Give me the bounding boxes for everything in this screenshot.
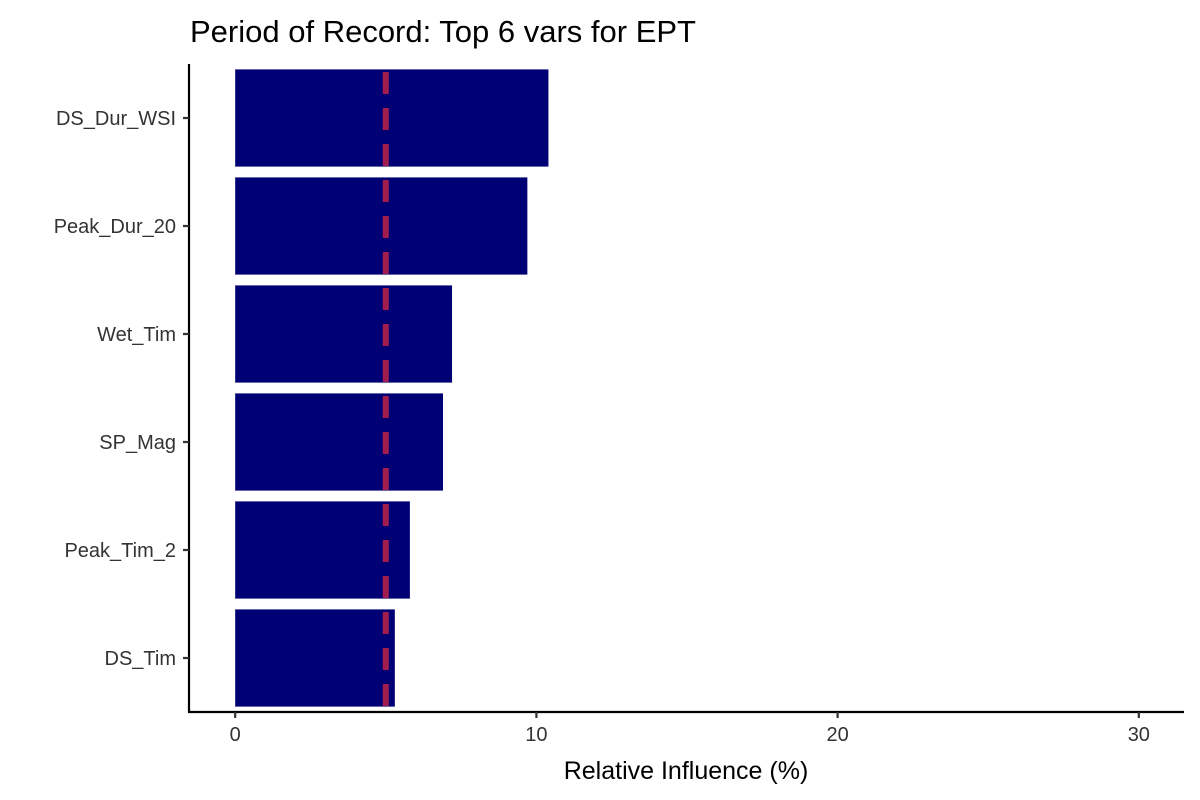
y-tick-label: Peak_Tim_2 [64, 540, 176, 562]
chart-title: Period of Record: Top 6 vars for EPT [190, 14, 696, 49]
y-tick-label: DS_Dur_WSI [56, 108, 176, 130]
y-tick-label: Peak_Dur_20 [54, 216, 176, 238]
bar-wet-tim [235, 285, 453, 383]
bar-peak-dur-20 [235, 177, 528, 275]
bar-ds-tim [235, 609, 395, 707]
x-tick-label: 10 [525, 724, 547, 746]
bar-sp-mag [235, 393, 444, 491]
y-tick-label: SP_Mag [99, 432, 176, 454]
bars-group [235, 69, 549, 707]
x-tick-label: 30 [1128, 724, 1150, 746]
y-tick-label: Wet_Tim [97, 324, 176, 346]
y-tick-label: DS_Tim [105, 648, 176, 670]
y-ticks-group: DS_Dur_WSI Peak_Dur_20 Wet_Tim SP_Mag Peak_T… [54, 108, 189, 670]
bar-ds-dur-wsi [235, 69, 549, 167]
bar-peak-tim-2 [235, 501, 410, 599]
x-tick-label: 0 [230, 724, 241, 746]
x-axis-title: Relative Influence (%) [564, 757, 809, 785]
x-tick-label: 20 [826, 724, 848, 746]
x-ticks-group: 0 10 20 30 [230, 712, 1150, 746]
